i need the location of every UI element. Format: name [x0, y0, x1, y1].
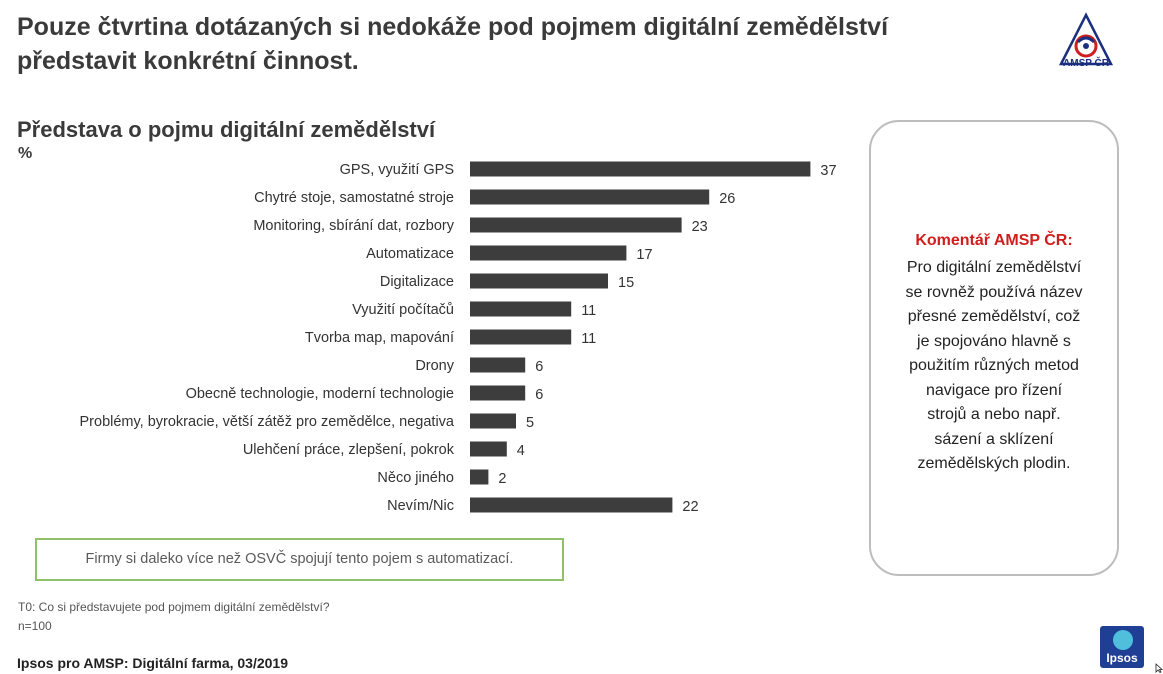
bar — [470, 413, 516, 429]
comment-line: je spojováno hlavně s — [917, 332, 1071, 350]
category-label: Využití počítačů — [352, 302, 454, 318]
comment-box — [869, 120, 1119, 576]
comment-line: použitím různých metod — [909, 357, 1079, 374]
source-citation: Ipsos pro AMSP: Digitální farma, 03/2019 — [17, 655, 289, 671]
ipsos-logo-circle — [1113, 630, 1133, 650]
comment-body: Pro digitální zemědělství se rovněž použ… — [884, 256, 1104, 477]
ipsos-logo-icon: Ipsos — [1100, 626, 1144, 668]
value-label: 6 — [535, 387, 543, 403]
bar — [470, 385, 526, 401]
value-label: 6 — [535, 359, 543, 375]
category-label: Chytré stoje, samostatné stroje — [254, 190, 454, 206]
value-label: 5 — [526, 415, 534, 431]
category-label: Automatizace — [366, 246, 454, 262]
comment-title: Komentář AMSP ČR: — [915, 232, 1073, 249]
value-label: 2 — [498, 471, 506, 487]
category-label: Ulehčení práce, zlepšení, pokrok — [243, 442, 455, 458]
bar — [470, 469, 489, 485]
comment-line: sázení a sklízení — [934, 430, 1054, 448]
bar — [470, 441, 507, 457]
sample-size: n=100 — [18, 619, 52, 633]
page-headline: Pouze čtvrtina dotázaných si nedokáže po… — [17, 13, 889, 75]
bar — [470, 273, 608, 289]
survey-question: T0: Co si představujete pod pojmem digit… — [18, 600, 330, 614]
value-label: 4 — [517, 443, 525, 459]
comment-line: se rovněž používá název — [905, 283, 1083, 301]
value-label: 37 — [820, 163, 836, 179]
value-label: 11 — [581, 303, 596, 319]
bar — [470, 301, 572, 317]
bar — [470, 357, 526, 373]
comment-line: Pro digitální zemědělství — [906, 259, 1082, 276]
category-label: Tvorba map, mapování — [305, 330, 454, 346]
category-label: Nevím/Nic — [387, 498, 454, 514]
note-box — [35, 538, 564, 581]
category-label: Monitoring, sbírání dat, rozbory — [253, 218, 454, 234]
value-label: 15 — [618, 275, 634, 291]
comment-line: zemědělských plodin. — [917, 455, 1071, 472]
bar — [470, 217, 682, 233]
comment-line: strojů a nebo např. — [927, 406, 1061, 423]
value-label: 17 — [636, 247, 652, 263]
amsp-logo-text: AMSP ČR — [1063, 58, 1109, 69]
bar — [470, 245, 627, 261]
comment-line: navigace pro řízení — [925, 381, 1063, 399]
ipsos-logo-text: Ipsos — [1106, 651, 1138, 665]
mouse-cursor-icon — [1155, 663, 1163, 673]
bar — [470, 329, 572, 345]
value-label: 23 — [692, 219, 708, 235]
category-label: Něco jiného — [377, 470, 454, 486]
note-text: Firmy si daleko více než OSVČ spojují te… — [85, 551, 514, 567]
chart-title: Představa o pojmu digitální zemědělství — [17, 117, 436, 142]
bar-chart: GPS, využití GPS 37 Chytré stoje, samostat… — [80, 161, 837, 515]
bar — [470, 161, 811, 177]
bar — [470, 189, 710, 205]
amsp-logo-icon — [1058, 12, 1114, 66]
comment-line: přesné zemědělství, což — [907, 308, 1081, 325]
category-label: GPS, využití GPS — [340, 162, 454, 178]
category-label: Digitalizace — [380, 274, 454, 290]
category-label: Obecně technologie, moderní technologie — [186, 386, 454, 402]
category-label: Drony — [415, 358, 454, 374]
bar — [470, 497, 673, 513]
value-label: 11 — [581, 331, 596, 347]
value-label: 26 — [719, 191, 735, 207]
category-label: Problémy, byrokracie, větší zátěž pro ze… — [80, 414, 455, 430]
chart-unit: % — [18, 145, 33, 162]
value-label: 22 — [682, 499, 698, 515]
